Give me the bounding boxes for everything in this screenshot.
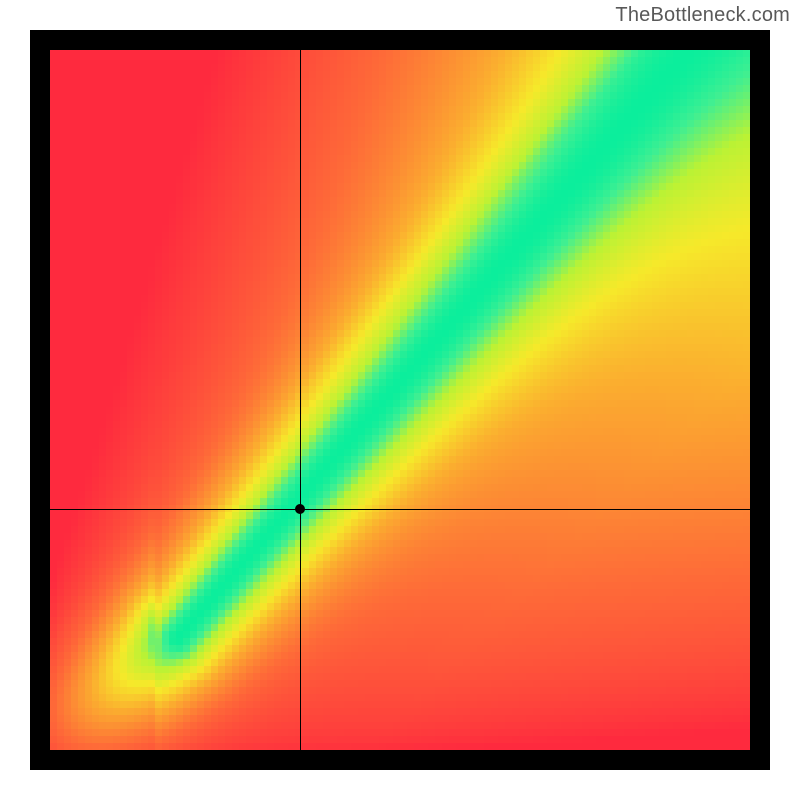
crosshair-vertical: [300, 50, 301, 750]
chart-frame: [30, 30, 770, 770]
heatmap-canvas: [50, 50, 750, 750]
heatmap-plot: [50, 50, 750, 750]
watermark-text: TheBottleneck.com: [615, 4, 790, 27]
marker-dot: [295, 504, 305, 514]
crosshair-horizontal: [50, 509, 750, 510]
